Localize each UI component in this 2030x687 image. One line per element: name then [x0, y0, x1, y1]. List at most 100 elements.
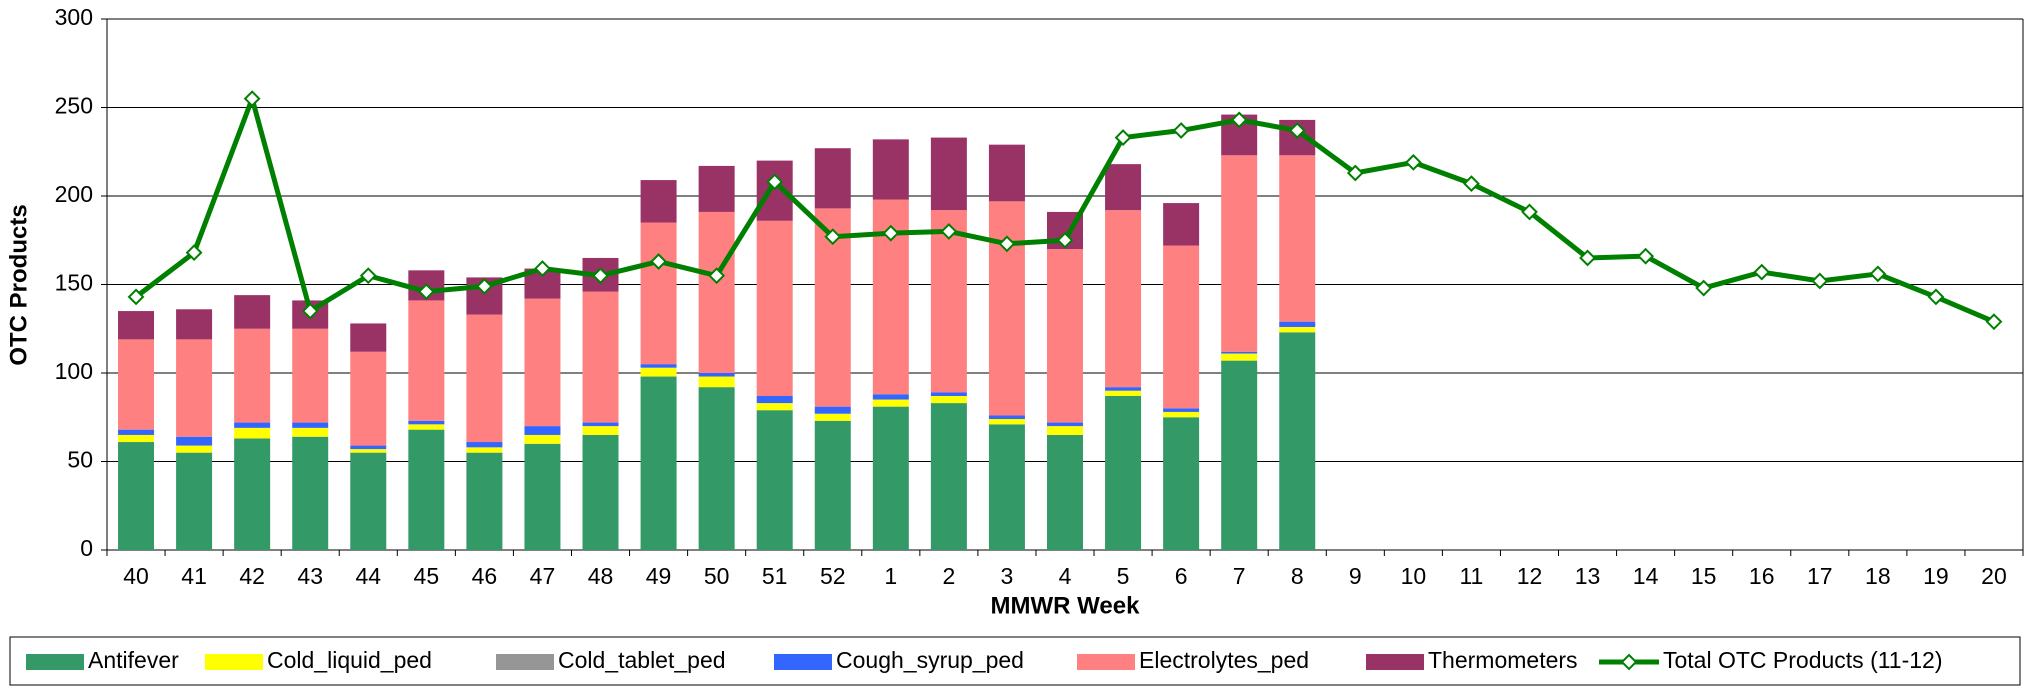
legend-label: Antifever	[88, 647, 179, 673]
y-tick-label: 150	[55, 270, 93, 296]
bar-segment	[1105, 387, 1142, 391]
bar-segment	[234, 295, 271, 329]
bar-segment	[1105, 396, 1142, 550]
y-tick-label: 100	[55, 358, 93, 384]
bar-segment	[1047, 249, 1083, 423]
bar-segment	[524, 434, 561, 444]
x-tick-label: 20	[1981, 563, 2007, 589]
bar-segment	[872, 394, 909, 400]
line-marker	[359, 267, 377, 285]
line-marker	[1753, 263, 1771, 281]
line-marker	[417, 283, 435, 300]
line-marker	[1695, 279, 1713, 297]
legend-swatch	[774, 654, 832, 670]
line-marker	[1404, 153, 1422, 171]
legend-label: Electrolytes_ped	[1139, 647, 1309, 673]
x-tick-label: 42	[239, 563, 265, 589]
bar-segment	[1279, 332, 1316, 550]
bar-segment	[118, 429, 155, 435]
x-tick-label: 47	[530, 563, 556, 589]
bar-segment	[1047, 434, 1083, 550]
legend-swatch	[1366, 654, 1424, 670]
bar-segment	[1163, 245, 1200, 409]
bar-segment	[1163, 417, 1200, 550]
bar-segment	[118, 311, 155, 340]
x-tick-label: 9	[1349, 563, 1362, 589]
bar-segment	[350, 351, 387, 446]
x-tick-label: 48	[588, 563, 614, 589]
x-tick-label: 4	[1059, 563, 1072, 589]
bar-segment	[118, 442, 155, 550]
line-marker	[243, 90, 261, 108]
legend-swatch	[1620, 653, 1638, 671]
line-marker	[1056, 231, 1074, 249]
bar-segment	[408, 300, 445, 421]
bar-segment	[640, 367, 677, 377]
line-marker	[650, 253, 667, 270]
x-tick-label: 14	[1633, 563, 1659, 589]
line-marker	[1230, 111, 1248, 129]
bar-segment	[756, 220, 793, 397]
bar-segment	[698, 387, 735, 550]
legend-label: Cough_syrup_ped	[836, 647, 1024, 673]
bar-segment	[582, 426, 619, 435]
bar-segment	[814, 148, 851, 209]
bar-segment	[640, 180, 677, 223]
legend-label: Cold_tablet_ped	[558, 647, 726, 673]
y-axis-title: OTC Products	[5, 204, 32, 365]
bar-segment	[582, 291, 619, 423]
line-marker	[592, 267, 609, 285]
x-tick-label: 19	[1923, 563, 1949, 589]
x-tick-label: 52	[820, 563, 846, 589]
bar-segment	[176, 339, 213, 437]
bar-segment	[292, 328, 329, 423]
line-marker	[1811, 272, 1829, 290]
line-marker	[301, 302, 319, 320]
x-tick-label: 44	[355, 563, 381, 589]
x-tick-label: 13	[1575, 563, 1601, 589]
bar-segment	[1221, 353, 1258, 361]
y-tick-label: 50	[67, 447, 93, 473]
y-tick-label: 0	[80, 535, 93, 561]
bar-segment	[176, 309, 213, 340]
line-marker	[1114, 129, 1132, 147]
bar-segment	[350, 449, 387, 453]
bar-segment	[872, 399, 909, 407]
bar-segment	[234, 422, 271, 428]
y-tick-label: 300	[55, 4, 93, 30]
bar-segment	[930, 392, 967, 397]
line-marker	[766, 173, 784, 191]
x-tick-label: 2	[942, 563, 955, 589]
bar-segment	[408, 424, 445, 430]
y-tick-label: 250	[55, 93, 93, 119]
x-tick-label: 43	[297, 563, 323, 589]
bar-segment	[930, 210, 967, 393]
legend-label: Total OTC Products (11-12)	[1663, 647, 1943, 673]
legend-swatch	[205, 654, 263, 670]
bar-segment	[176, 436, 213, 446]
line-marker	[534, 260, 551, 277]
bar-segment	[698, 373, 735, 377]
bar-segment	[234, 427, 271, 439]
bar-segment	[1279, 326, 1316, 333]
bar-segment	[1163, 408, 1200, 412]
bar-segment	[988, 415, 1025, 420]
x-tick-label: 5	[1117, 563, 1130, 589]
bar-segment	[814, 413, 851, 421]
bar-segment	[524, 298, 561, 427]
bar-segment	[1105, 164, 1142, 211]
x-tick-label: 12	[1517, 563, 1543, 589]
x-tick-label: 15	[1691, 563, 1717, 589]
bar-segment	[408, 429, 445, 550]
bar-segment	[872, 139, 909, 200]
bar-segment	[930, 137, 967, 211]
bar-segment	[640, 222, 677, 365]
bar-segment	[524, 443, 561, 550]
line-marker	[824, 228, 842, 246]
line-marker	[1869, 265, 1887, 283]
line-marker	[1927, 288, 1945, 306]
bar-segment	[118, 339, 155, 430]
legend-swatch	[496, 654, 554, 670]
bar-segment	[1221, 155, 1258, 352]
